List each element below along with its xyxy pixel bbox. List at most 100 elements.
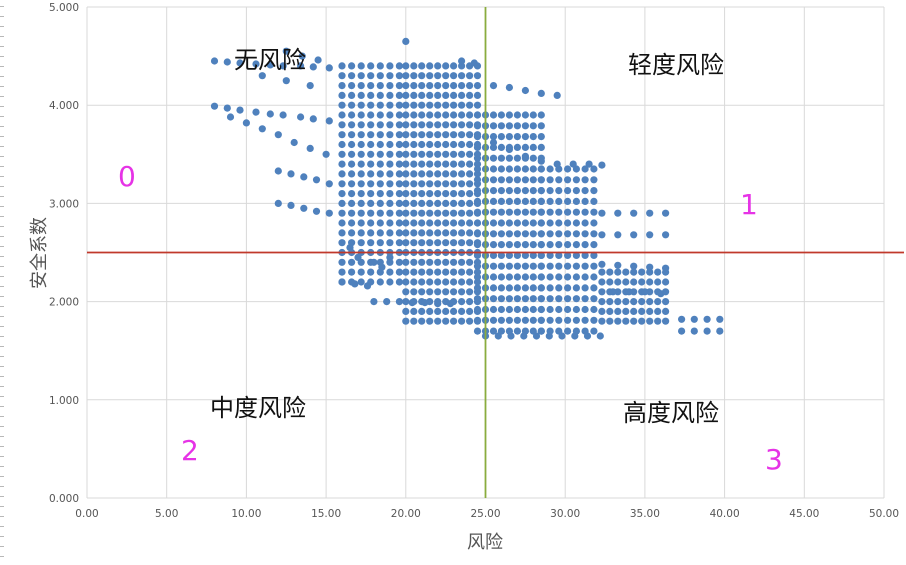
data-point	[646, 278, 654, 286]
data-point	[497, 197, 505, 205]
data-point	[585, 160, 593, 168]
data-point	[402, 317, 410, 325]
data-point	[376, 209, 384, 217]
data-point	[630, 317, 638, 325]
data-point	[466, 278, 474, 286]
ruler-tick	[0, 206, 4, 207]
data-point	[282, 77, 290, 85]
data-point	[402, 140, 410, 149]
data-point	[581, 219, 589, 227]
data-point	[555, 208, 563, 216]
data-point	[473, 230, 482, 238]
data-point	[426, 101, 434, 109]
data-point	[564, 327, 572, 335]
data-point	[497, 219, 505, 227]
data-point	[442, 101, 450, 109]
data-point	[300, 204, 308, 212]
data-point	[386, 72, 394, 80]
data-point	[521, 152, 530, 160]
data-point	[367, 170, 375, 178]
data-point	[646, 209, 654, 217]
data-point	[466, 199, 474, 207]
data-point	[434, 150, 442, 158]
data-point	[367, 209, 375, 217]
ruler-tick	[0, 216, 4, 217]
data-point	[537, 208, 545, 216]
data-point	[572, 230, 581, 238]
data-point	[434, 160, 442, 168]
ruler-tick	[0, 246, 4, 247]
data-point	[402, 131, 410, 139]
data-point	[410, 258, 418, 266]
data-point	[590, 230, 598, 238]
ruler-tick	[0, 236, 4, 237]
data-point	[442, 62, 450, 70]
data-point	[529, 284, 537, 292]
data-point	[571, 332, 579, 340]
data-point	[466, 91, 474, 99]
data-point	[521, 176, 530, 184]
ruler-tick	[0, 166, 4, 167]
data-point	[426, 72, 434, 80]
data-point	[569, 160, 577, 168]
ruler-tick	[0, 156, 4, 157]
data-point	[529, 165, 537, 173]
data-point	[555, 273, 563, 281]
data-point	[529, 176, 537, 184]
y-tick-label: 1.000	[49, 395, 79, 407]
data-point	[564, 230, 572, 238]
data-point	[338, 258, 346, 266]
data-point	[274, 131, 282, 139]
data-point	[442, 219, 450, 227]
data-point	[466, 190, 474, 198]
data-point	[630, 262, 638, 270]
y-tick-label: 4.000	[49, 100, 79, 112]
data-point	[446, 300, 454, 308]
data-point	[529, 305, 537, 314]
data-point	[564, 187, 572, 195]
data-point	[348, 150, 356, 158]
data-point	[598, 317, 606, 325]
data-point	[434, 121, 442, 129]
data-point	[466, 131, 474, 139]
data-point	[581, 273, 589, 281]
data-point	[630, 231, 638, 239]
data-point	[581, 208, 589, 216]
data-point	[346, 244, 354, 252]
data-point	[410, 317, 418, 325]
data-point	[410, 278, 418, 286]
data-point	[555, 305, 563, 314]
data-point	[450, 131, 458, 139]
data-point	[546, 230, 554, 238]
data-point	[473, 295, 482, 303]
data-point	[434, 101, 442, 109]
data-point	[434, 209, 442, 217]
data-point	[458, 111, 466, 119]
data-point	[325, 64, 333, 72]
data-point	[279, 62, 287, 70]
data-point	[598, 307, 606, 315]
quadrant-number-3: 3	[765, 443, 783, 476]
data-point	[348, 72, 356, 80]
data-point	[497, 295, 505, 303]
data-point	[520, 332, 528, 340]
data-point	[395, 298, 403, 306]
data-point	[434, 278, 442, 286]
data-point	[426, 150, 434, 158]
data-point	[505, 197, 513, 205]
data-point	[678, 315, 686, 323]
data-point	[354, 253, 362, 261]
ruler-tick	[0, 176, 4, 177]
y-axis-title: 安全系数	[29, 217, 50, 289]
data-point	[348, 209, 356, 217]
data-point	[338, 180, 346, 188]
data-point	[418, 199, 426, 207]
data-point	[434, 111, 442, 119]
left-ruler	[0, 0, 4, 565]
data-point	[529, 208, 537, 216]
data-point	[466, 209, 474, 217]
data-point	[497, 230, 505, 238]
data-point	[442, 239, 450, 247]
data-point	[505, 122, 513, 130]
data-point	[489, 327, 498, 335]
